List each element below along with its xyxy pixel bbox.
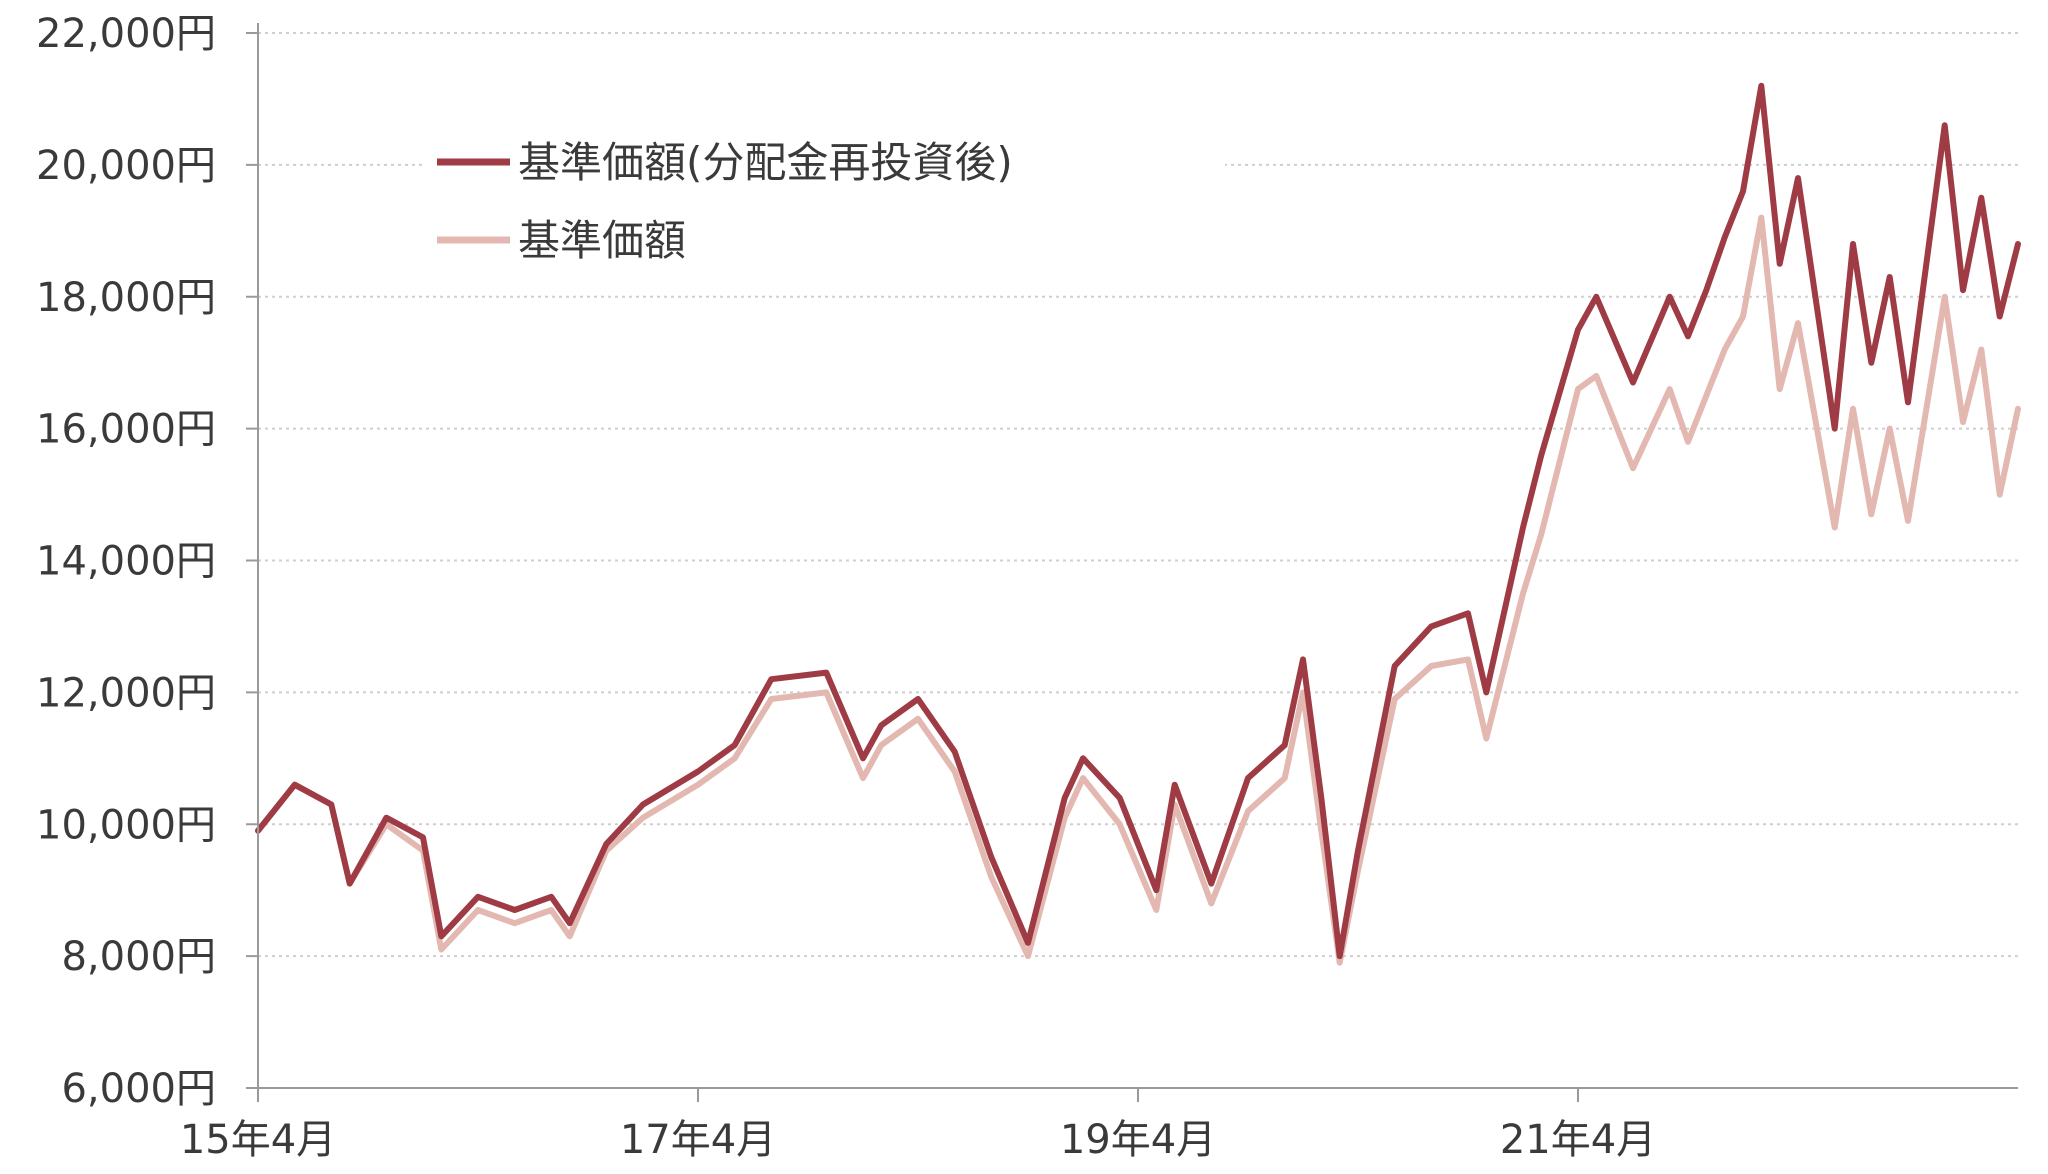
y-tick-label: 18,000円 bbox=[36, 275, 216, 321]
series-line-nav bbox=[255, 214, 2021, 966]
x-axis-ticks: 15年4月 17年4月 19年4月 21年4月 bbox=[180, 1088, 1656, 1163]
legend-label: 基準価額(分配金再投資後) bbox=[518, 138, 1013, 187]
y-tick-label: 14,000円 bbox=[36, 539, 216, 585]
x-tick-label: 19年4月 bbox=[1060, 1117, 1216, 1163]
x-tick-label: 17年4月 bbox=[620, 1117, 776, 1163]
y-tick-label: 20,000円 bbox=[36, 143, 216, 189]
y-tick-label: 6,000円 bbox=[61, 1066, 216, 1112]
y-tick-label: 16,000円 bbox=[36, 407, 216, 453]
series-lines bbox=[255, 82, 2021, 966]
legend-background bbox=[425, 120, 1225, 270]
x-tick-label: 21年4月 bbox=[1500, 1117, 1656, 1163]
y-tick-label: 8,000円 bbox=[61, 934, 216, 980]
y-tick-label: 10,000円 bbox=[36, 802, 216, 848]
legend-label: 基準価額 bbox=[518, 216, 686, 265]
y-tick-label: 12,000円 bbox=[36, 670, 216, 716]
y-tick-label: 22,000円 bbox=[36, 11, 216, 57]
legend: 基準価額(分配金再投資後) 基準価額 bbox=[425, 120, 1225, 270]
x-tick-label: 15年4月 bbox=[180, 1117, 336, 1163]
series-line-reinvested bbox=[255, 82, 2021, 960]
y-axis-ticks: 6,000円 8,000円 10,000円 12,000円 14,000円 16,000円… bbox=[36, 11, 258, 1112]
